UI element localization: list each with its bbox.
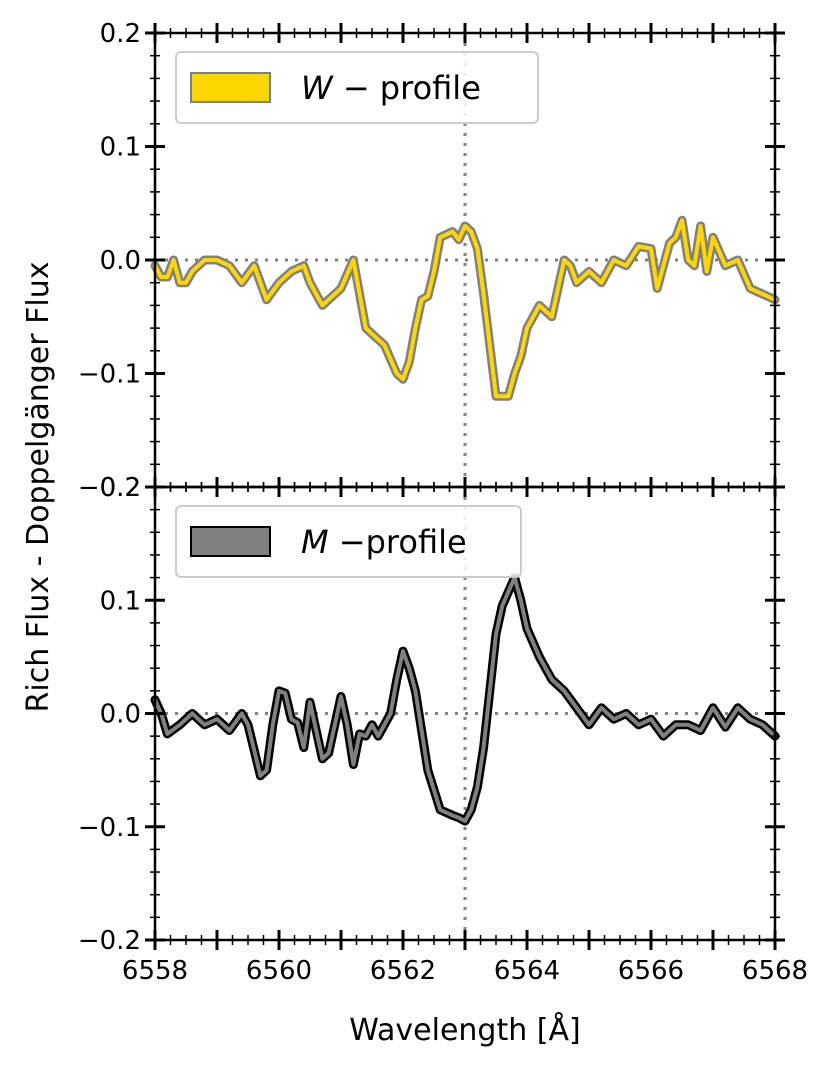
x-tick-label: 6558 <box>122 956 188 986</box>
x-tick-label: 6562 <box>370 956 436 986</box>
x-tick-label: 6564 <box>494 956 560 986</box>
legend-box <box>175 51 539 124</box>
y-tick-label: 0.1 <box>100 133 141 163</box>
y-tick-label: 0.0 <box>100 246 141 276</box>
legend-label: W − profile <box>301 69 481 107</box>
legend-label-math: W <box>301 69 334 107</box>
x-axis-title: Wavelength [Å] <box>349 1012 580 1048</box>
legend-box <box>175 505 522 578</box>
legend-label: M −profile <box>301 523 467 561</box>
y-tick-label: −0.1 <box>78 813 141 843</box>
series-outline <box>150 215 780 401</box>
y-tick-label: 0.1 <box>100 586 141 616</box>
x-tick-label: 6568 <box>742 956 808 986</box>
series-line <box>153 218 777 399</box>
x-tick-label: 6560 <box>246 956 312 986</box>
legend-label-rest: −profile <box>329 523 467 561</box>
legend-label-math: M <box>301 523 329 561</box>
y-tick-label: −0.2 <box>78 473 141 503</box>
y-tick-label: −0.1 <box>78 360 141 390</box>
y-tick-label: 0.2 <box>100 19 141 49</box>
y-tick-label: 0.2 <box>100 473 141 503</box>
y-tick-label: 0.0 <box>100 700 141 730</box>
y-axis-title: Rich Flux - Doppelgänger Flux <box>21 262 56 713</box>
legend-swatch <box>190 526 271 557</box>
bottom-panel: −0.2 −0.1 0.0 0.1 0.2 6558 6560 6562 6564 6566 656… <box>78 473 808 986</box>
legend-label-rest: − profile <box>333 69 481 107</box>
legend-swatch <box>190 72 271 103</box>
top-panel: −0.2 −0.1 0.0 0.1 0.2 W − profile <box>78 19 785 503</box>
series-line <box>153 575 777 824</box>
x-tick-label: 6566 <box>618 956 684 986</box>
y-tick-label: −0.2 <box>78 926 141 956</box>
